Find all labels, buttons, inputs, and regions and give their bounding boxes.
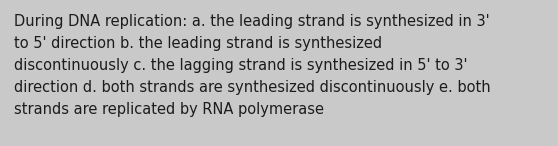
- Text: strands are replicated by RNA polymerase: strands are replicated by RNA polymerase: [14, 102, 324, 117]
- Text: to 5' direction b. the leading strand is synthesized: to 5' direction b. the leading strand is…: [14, 36, 382, 51]
- Text: direction d. both strands are synthesized discontinuously e. both: direction d. both strands are synthesize…: [14, 80, 490, 95]
- Text: discontinuously c. the lagging strand is synthesized in 5' to 3': discontinuously c. the lagging strand is…: [14, 58, 468, 73]
- Text: During DNA replication: a. the leading strand is synthesized in 3': During DNA replication: a. the leading s…: [14, 14, 489, 29]
